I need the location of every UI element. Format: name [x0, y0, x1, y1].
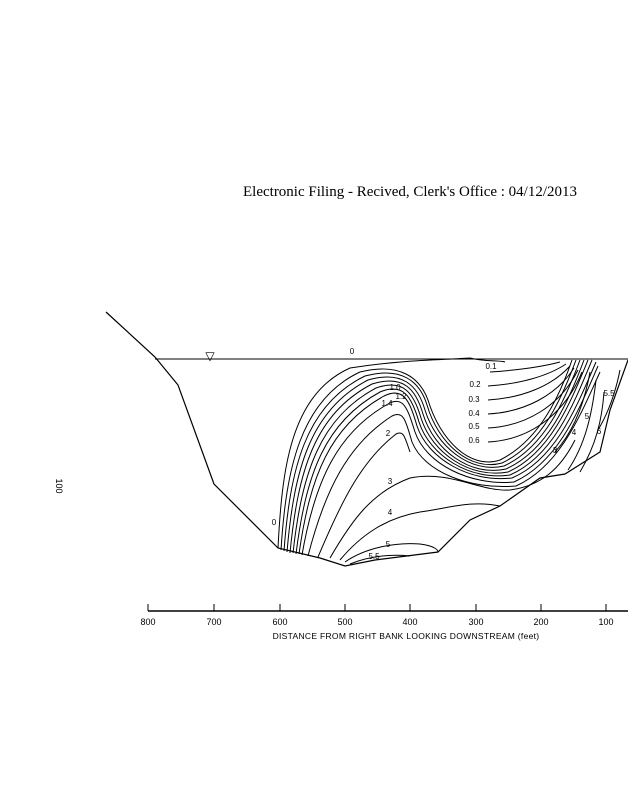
x-tick-label: 500: [337, 617, 352, 627]
contour-label: 0.1: [485, 362, 497, 371]
x-tick-label: 300: [468, 617, 483, 627]
water-surface-symbol: ▽: [205, 349, 215, 363]
x-tick-label: 200: [533, 617, 548, 627]
contour-label: 5: [585, 412, 590, 421]
contour-label: 2: [386, 429, 391, 438]
channel-bed-profile: [105, 311, 628, 567]
contour-label: 3: [388, 477, 393, 486]
contour-label: 6: [597, 427, 602, 436]
contour-label: 3: [553, 446, 558, 455]
contour-label: 0.5: [468, 422, 480, 431]
contour-label: 0.3: [468, 395, 480, 404]
contour-label: 1.4: [381, 399, 393, 408]
x-tick-label: 400: [402, 617, 417, 627]
x-tick-label: 600: [272, 617, 287, 627]
x-tick-label: 100: [598, 617, 613, 627]
x-axis-title: DISTANCE FROM RIGHT BANK LOOKING DOWNSTR…: [273, 631, 540, 641]
page-number: 100: [54, 478, 64, 493]
contour-label: 0.4: [468, 409, 480, 418]
contour-label: 0.6: [468, 436, 480, 445]
contour-label: 1.2: [395, 392, 407, 401]
contour-labels: 0 0 0.1 0.2 0.3 0.4 0.5 0.6 1.0 1.2 1.4 …: [272, 347, 615, 561]
x-tick-label: 800: [140, 617, 155, 627]
velocity-contours: [277, 357, 621, 565]
x-tick-label: 700: [206, 617, 221, 627]
contour-label: 1.0: [389, 383, 401, 392]
contour-label: 4: [388, 508, 393, 517]
filing-stamp: Electronic Filing - Recived, Clerk's Off…: [243, 184, 578, 200]
contour-0: [277, 357, 471, 549]
contour-label: 0: [272, 518, 277, 527]
contour-label: 4: [572, 428, 577, 437]
contour-label: 5: [386, 540, 391, 549]
x-axis: 800 700 600 500 400 300 200 100 DISTANCE…: [140, 604, 628, 641]
contour-label: 5.5: [368, 552, 380, 561]
contour-label: 0: [350, 347, 355, 356]
contour-label: 0.2: [469, 380, 481, 389]
contour-label: 5.5: [603, 389, 615, 398]
